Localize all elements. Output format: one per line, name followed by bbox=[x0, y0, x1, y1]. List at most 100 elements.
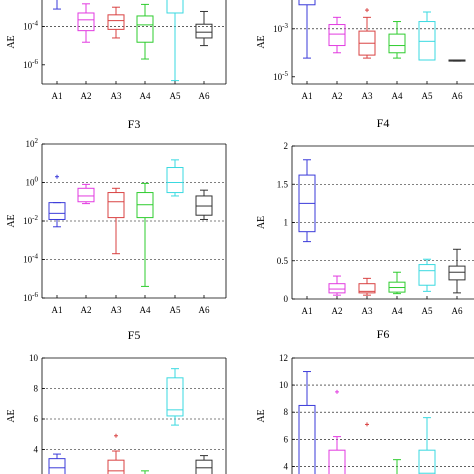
box-A4 bbox=[136, 182, 154, 287]
panel-1: 10-4 10-6 AE A1 A2 A3 A4 A5 A6 bbox=[6, 0, 227, 101]
box-A6 bbox=[195, 455, 213, 474]
x-tick-label: A3 bbox=[111, 305, 122, 315]
outlier-marker bbox=[335, 389, 339, 394]
box-A1 bbox=[298, 0, 316, 59]
outlier-marker bbox=[55, 174, 59, 179]
box-A5 bbox=[166, 368, 184, 426]
box-body bbox=[448, 265, 466, 281]
box-A5 bbox=[166, 159, 184, 197]
box-body bbox=[48, 202, 66, 220]
x-tick-label: A6 bbox=[199, 305, 210, 315]
box-A2 bbox=[328, 436, 346, 474]
y-tick-label: 8 bbox=[284, 407, 289, 417]
x-tick-label: A5 bbox=[170, 91, 181, 101]
boxes bbox=[298, 371, 436, 474]
x-tick-label: A5 bbox=[422, 306, 433, 316]
x-tick-label: A4 bbox=[392, 91, 403, 101]
boxes bbox=[48, 159, 213, 287]
box-body bbox=[298, 404, 316, 474]
box-A5 bbox=[166, 0, 184, 82]
outlier-marker bbox=[365, 422, 369, 427]
box-body bbox=[77, 187, 95, 203]
y-tick-label: 10-2 bbox=[23, 214, 38, 226]
x-tick-label: A1 bbox=[52, 91, 63, 101]
panel-title: F6 bbox=[377, 327, 390, 341]
x-tick-label: A6 bbox=[452, 306, 463, 316]
y-tick-label: 100 bbox=[26, 176, 39, 188]
boxes bbox=[53, 0, 213, 82]
box-body bbox=[136, 15, 154, 43]
y-tick-label: 10-6 bbox=[23, 291, 38, 303]
box-A3 bbox=[107, 187, 125, 255]
box-A5 bbox=[418, 417, 436, 474]
y-tick-label: 8 bbox=[34, 384, 39, 394]
x-tick-label: A2 bbox=[81, 91, 92, 101]
y-axis-label: AE bbox=[256, 35, 267, 48]
y-tick-label: 12 bbox=[279, 353, 288, 363]
box-A2 bbox=[77, 183, 95, 205]
box-A1 bbox=[298, 371, 316, 474]
box-body bbox=[48, 458, 66, 474]
y-tick-label: 6 bbox=[284, 434, 289, 444]
boxes bbox=[298, 0, 466, 62]
box-A1 bbox=[48, 453, 66, 474]
box-body bbox=[298, 0, 316, 6]
box-body bbox=[418, 449, 436, 474]
x-tick-label: A1 bbox=[302, 91, 313, 101]
box-body bbox=[388, 33, 406, 54]
box-A4 bbox=[136, 3, 154, 60]
x-tick-label: A5 bbox=[422, 91, 433, 101]
box-A1 bbox=[53, 0, 61, 10]
y-tick-label: 1.5 bbox=[277, 179, 289, 189]
panel-5: F5 10 8 6 4 AE bbox=[6, 328, 227, 474]
panel-3: F3 102 100 10-2 10-4 10-6 AE A1 A2 A3 A4 A5 A6 bbox=[6, 117, 227, 315]
y-axis-label: AE bbox=[6, 214, 17, 227]
box-body bbox=[328, 449, 346, 474]
box-body bbox=[358, 283, 376, 294]
panel-4: F4 0 0.5 1 1.5 2 AE A1 A2 A3 A4 A5 A6 bbox=[256, 116, 474, 316]
y-axis-label: AE bbox=[6, 409, 17, 422]
y-tick-label: 4 bbox=[284, 461, 289, 471]
box-A2 bbox=[77, 3, 95, 43]
y-tick-label: 10-4 bbox=[23, 19, 38, 31]
y-tick-label: 0.5 bbox=[277, 256, 289, 266]
box-A3 bbox=[107, 450, 125, 474]
box-body bbox=[166, 0, 184, 14]
x-tick-label: A4 bbox=[140, 91, 151, 101]
y-axis-label: AE bbox=[256, 216, 267, 229]
box-A3 bbox=[107, 6, 125, 39]
panel-2: 10-3 10-5 AE A1 A2 A3 A4 A5 A6 bbox=[256, 0, 474, 101]
x-tick-label: A1 bbox=[52, 305, 63, 315]
box-body bbox=[418, 264, 436, 286]
box-A2 bbox=[328, 16, 346, 54]
x-tick-label: A2 bbox=[332, 91, 343, 101]
outlier-marker bbox=[365, 8, 369, 13]
y-tick-label: 4 bbox=[34, 445, 39, 455]
boxes bbox=[298, 159, 466, 296]
box-body bbox=[166, 167, 184, 194]
y-tick-label: 10-5 bbox=[273, 70, 288, 82]
box-A6 bbox=[195, 10, 213, 47]
y-tick-label: 102 bbox=[26, 137, 39, 149]
y-tick-label: 0 bbox=[284, 294, 289, 304]
y-tick-label: 10 bbox=[279, 380, 289, 390]
box-body bbox=[195, 23, 213, 39]
box-A6 bbox=[195, 189, 213, 220]
box-A4 bbox=[393, 459, 401, 474]
box-A2 bbox=[328, 275, 346, 296]
box-body bbox=[77, 12, 95, 32]
box-A1 bbox=[48, 202, 66, 228]
x-tick-label: A3 bbox=[111, 91, 122, 101]
box-body bbox=[195, 459, 213, 474]
box-body bbox=[418, 21, 436, 61]
box-A4 bbox=[388, 21, 406, 59]
y-tick-label: 1 bbox=[284, 218, 289, 228]
box-A4 bbox=[141, 470, 149, 474]
outlier-marker bbox=[114, 433, 118, 438]
y-tick-label: 10-3 bbox=[273, 22, 288, 34]
x-tick-label: A1 bbox=[302, 306, 313, 316]
box-A3 bbox=[358, 277, 376, 296]
x-tick-label: A4 bbox=[140, 305, 151, 315]
y-tick-label: 10-6 bbox=[23, 58, 38, 70]
y-tick-label: 10-4 bbox=[23, 253, 38, 265]
